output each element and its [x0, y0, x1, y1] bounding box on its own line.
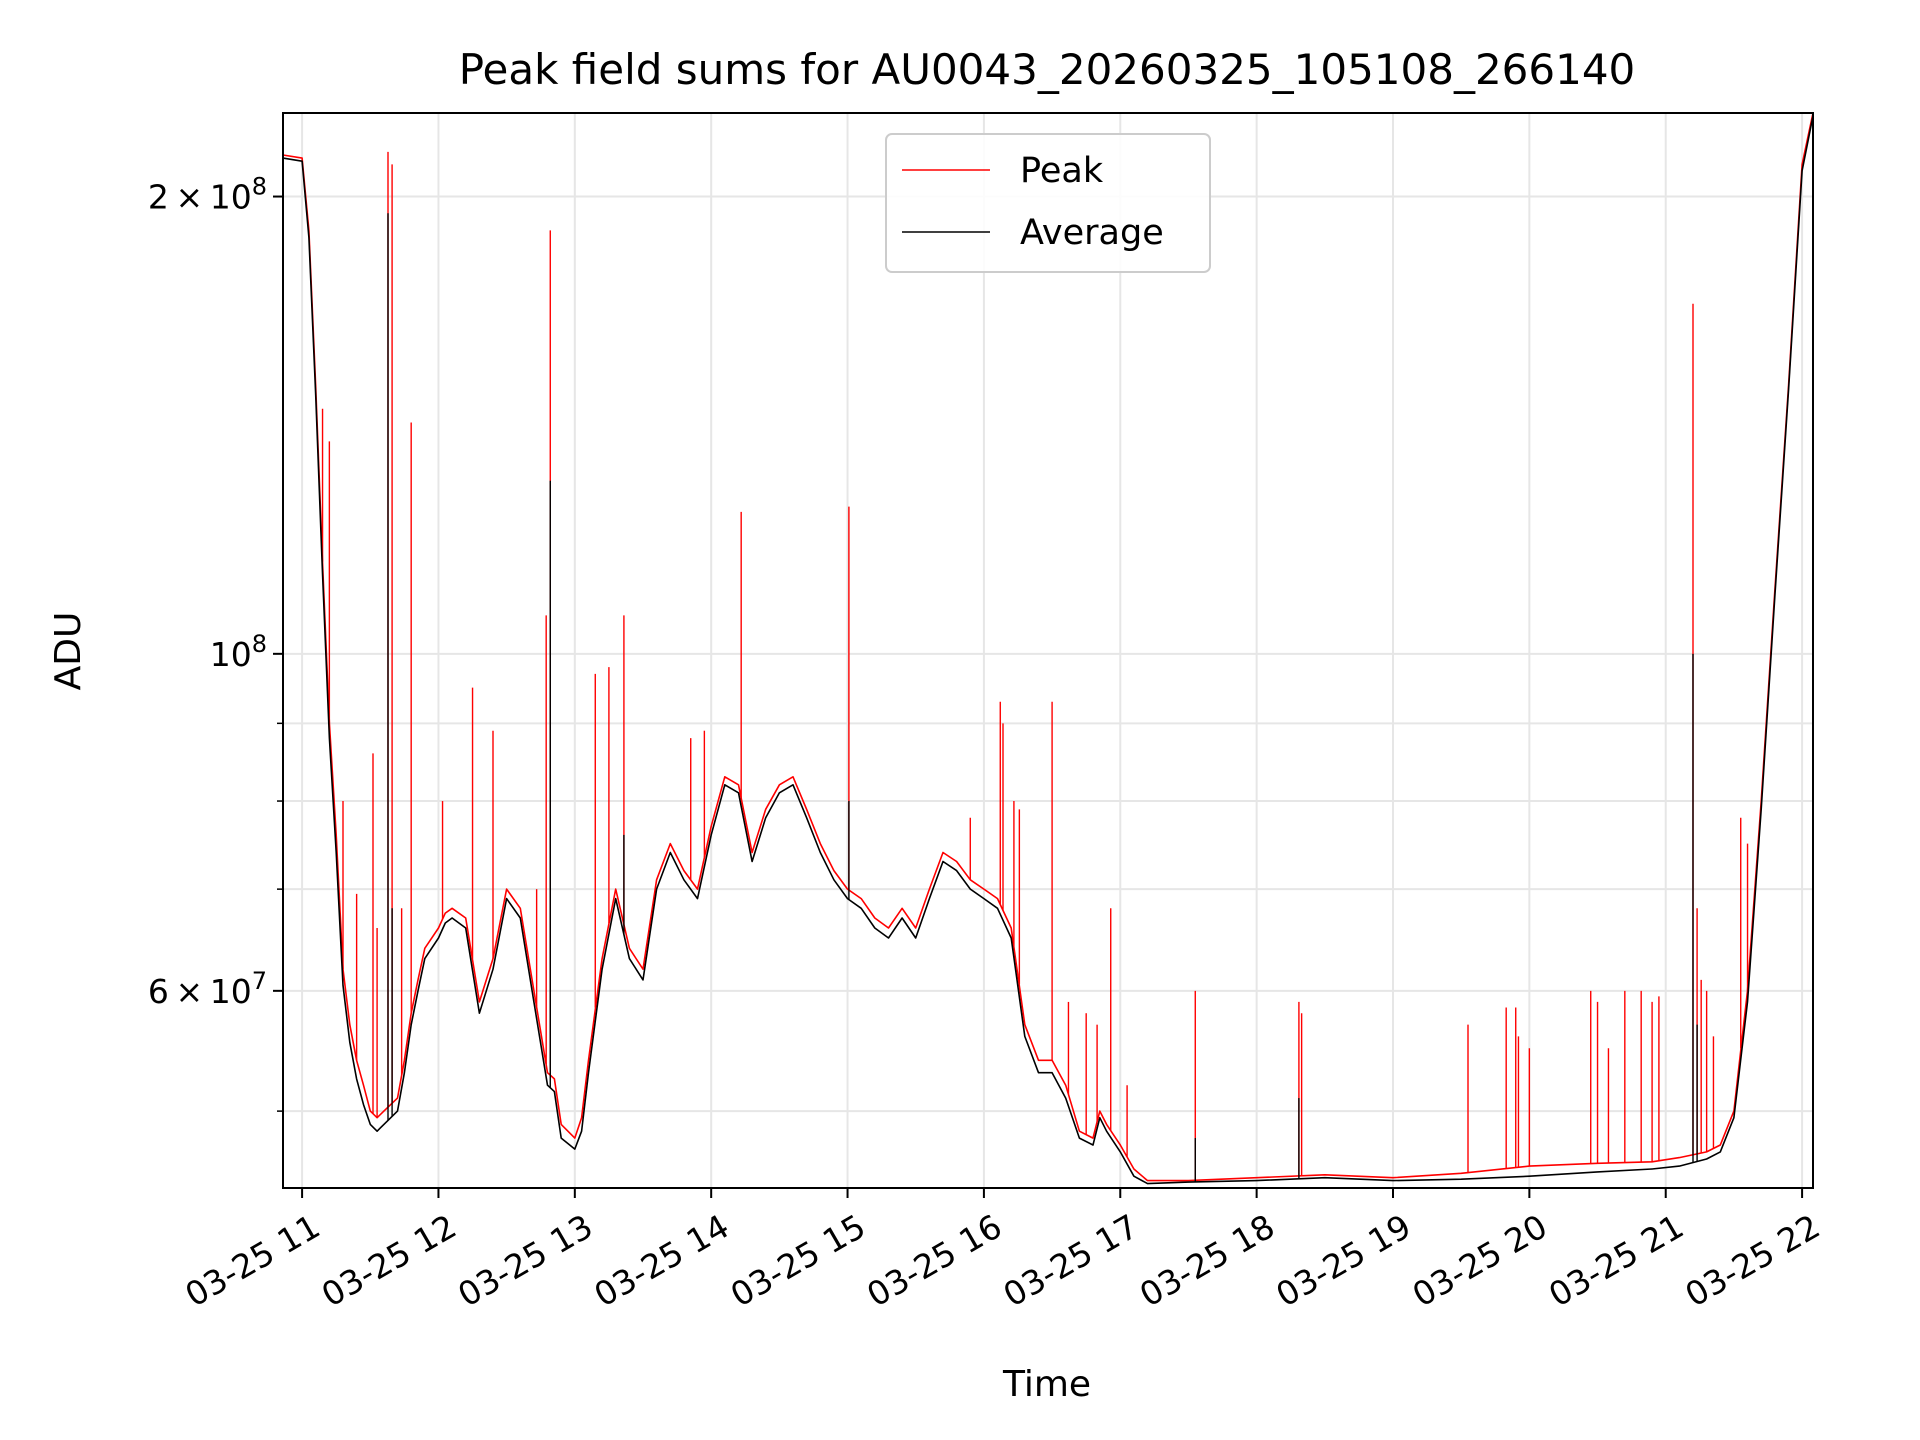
- x-axis-label: Time: [1002, 1364, 1091, 1405]
- series-line-average: [282, 115, 1814, 1185]
- y-tick-label: 6 × 107: [148, 967, 267, 1011]
- y-tick-label: 2 × 108: [148, 173, 267, 217]
- y-tick-label: 108: [210, 630, 267, 674]
- x-tick-label: 03-25 19: [1269, 1207, 1417, 1315]
- x-tick-label: 03-25 20: [1406, 1207, 1554, 1315]
- x-tick-label: 03-25 17: [997, 1207, 1145, 1315]
- legend-box: [885, 133, 1211, 273]
- x-tick-label: 03-25 22: [1678, 1207, 1826, 1315]
- chart-title: Peak field sums for AU0043_20260325_1051…: [459, 45, 1636, 94]
- legend: Peak Average: [885, 133, 1211, 273]
- x-tick-label: 03-25 15: [724, 1207, 872, 1315]
- series-peak: [282, 112, 1814, 1182]
- x-tick-label: 03-25 16: [860, 1207, 1008, 1315]
- y-axis-label: ADU: [48, 612, 89, 691]
- x-tick-label: 03-25 12: [315, 1207, 463, 1315]
- series-line-peak: [282, 112, 1814, 1182]
- x-tick-label: 03-25 21: [1542, 1207, 1690, 1315]
- legend-label-peak: Peak: [1020, 151, 1104, 191]
- grid-lines: [283, 113, 1813, 1188]
- x-tick-label: 03-25 13: [451, 1207, 599, 1315]
- x-tick-label: 03-25 14: [588, 1207, 736, 1315]
- series-average: [282, 115, 1814, 1185]
- x-tick-label: 03-25 11: [178, 1207, 326, 1315]
- legend-label-average: Average: [1020, 213, 1164, 253]
- x-tick-label: 03-25 18: [1133, 1207, 1281, 1315]
- plot-area-frame: [282, 112, 1814, 1189]
- y-axis-ticks: 6 × 107 108 2 × 108: [148, 173, 283, 1112]
